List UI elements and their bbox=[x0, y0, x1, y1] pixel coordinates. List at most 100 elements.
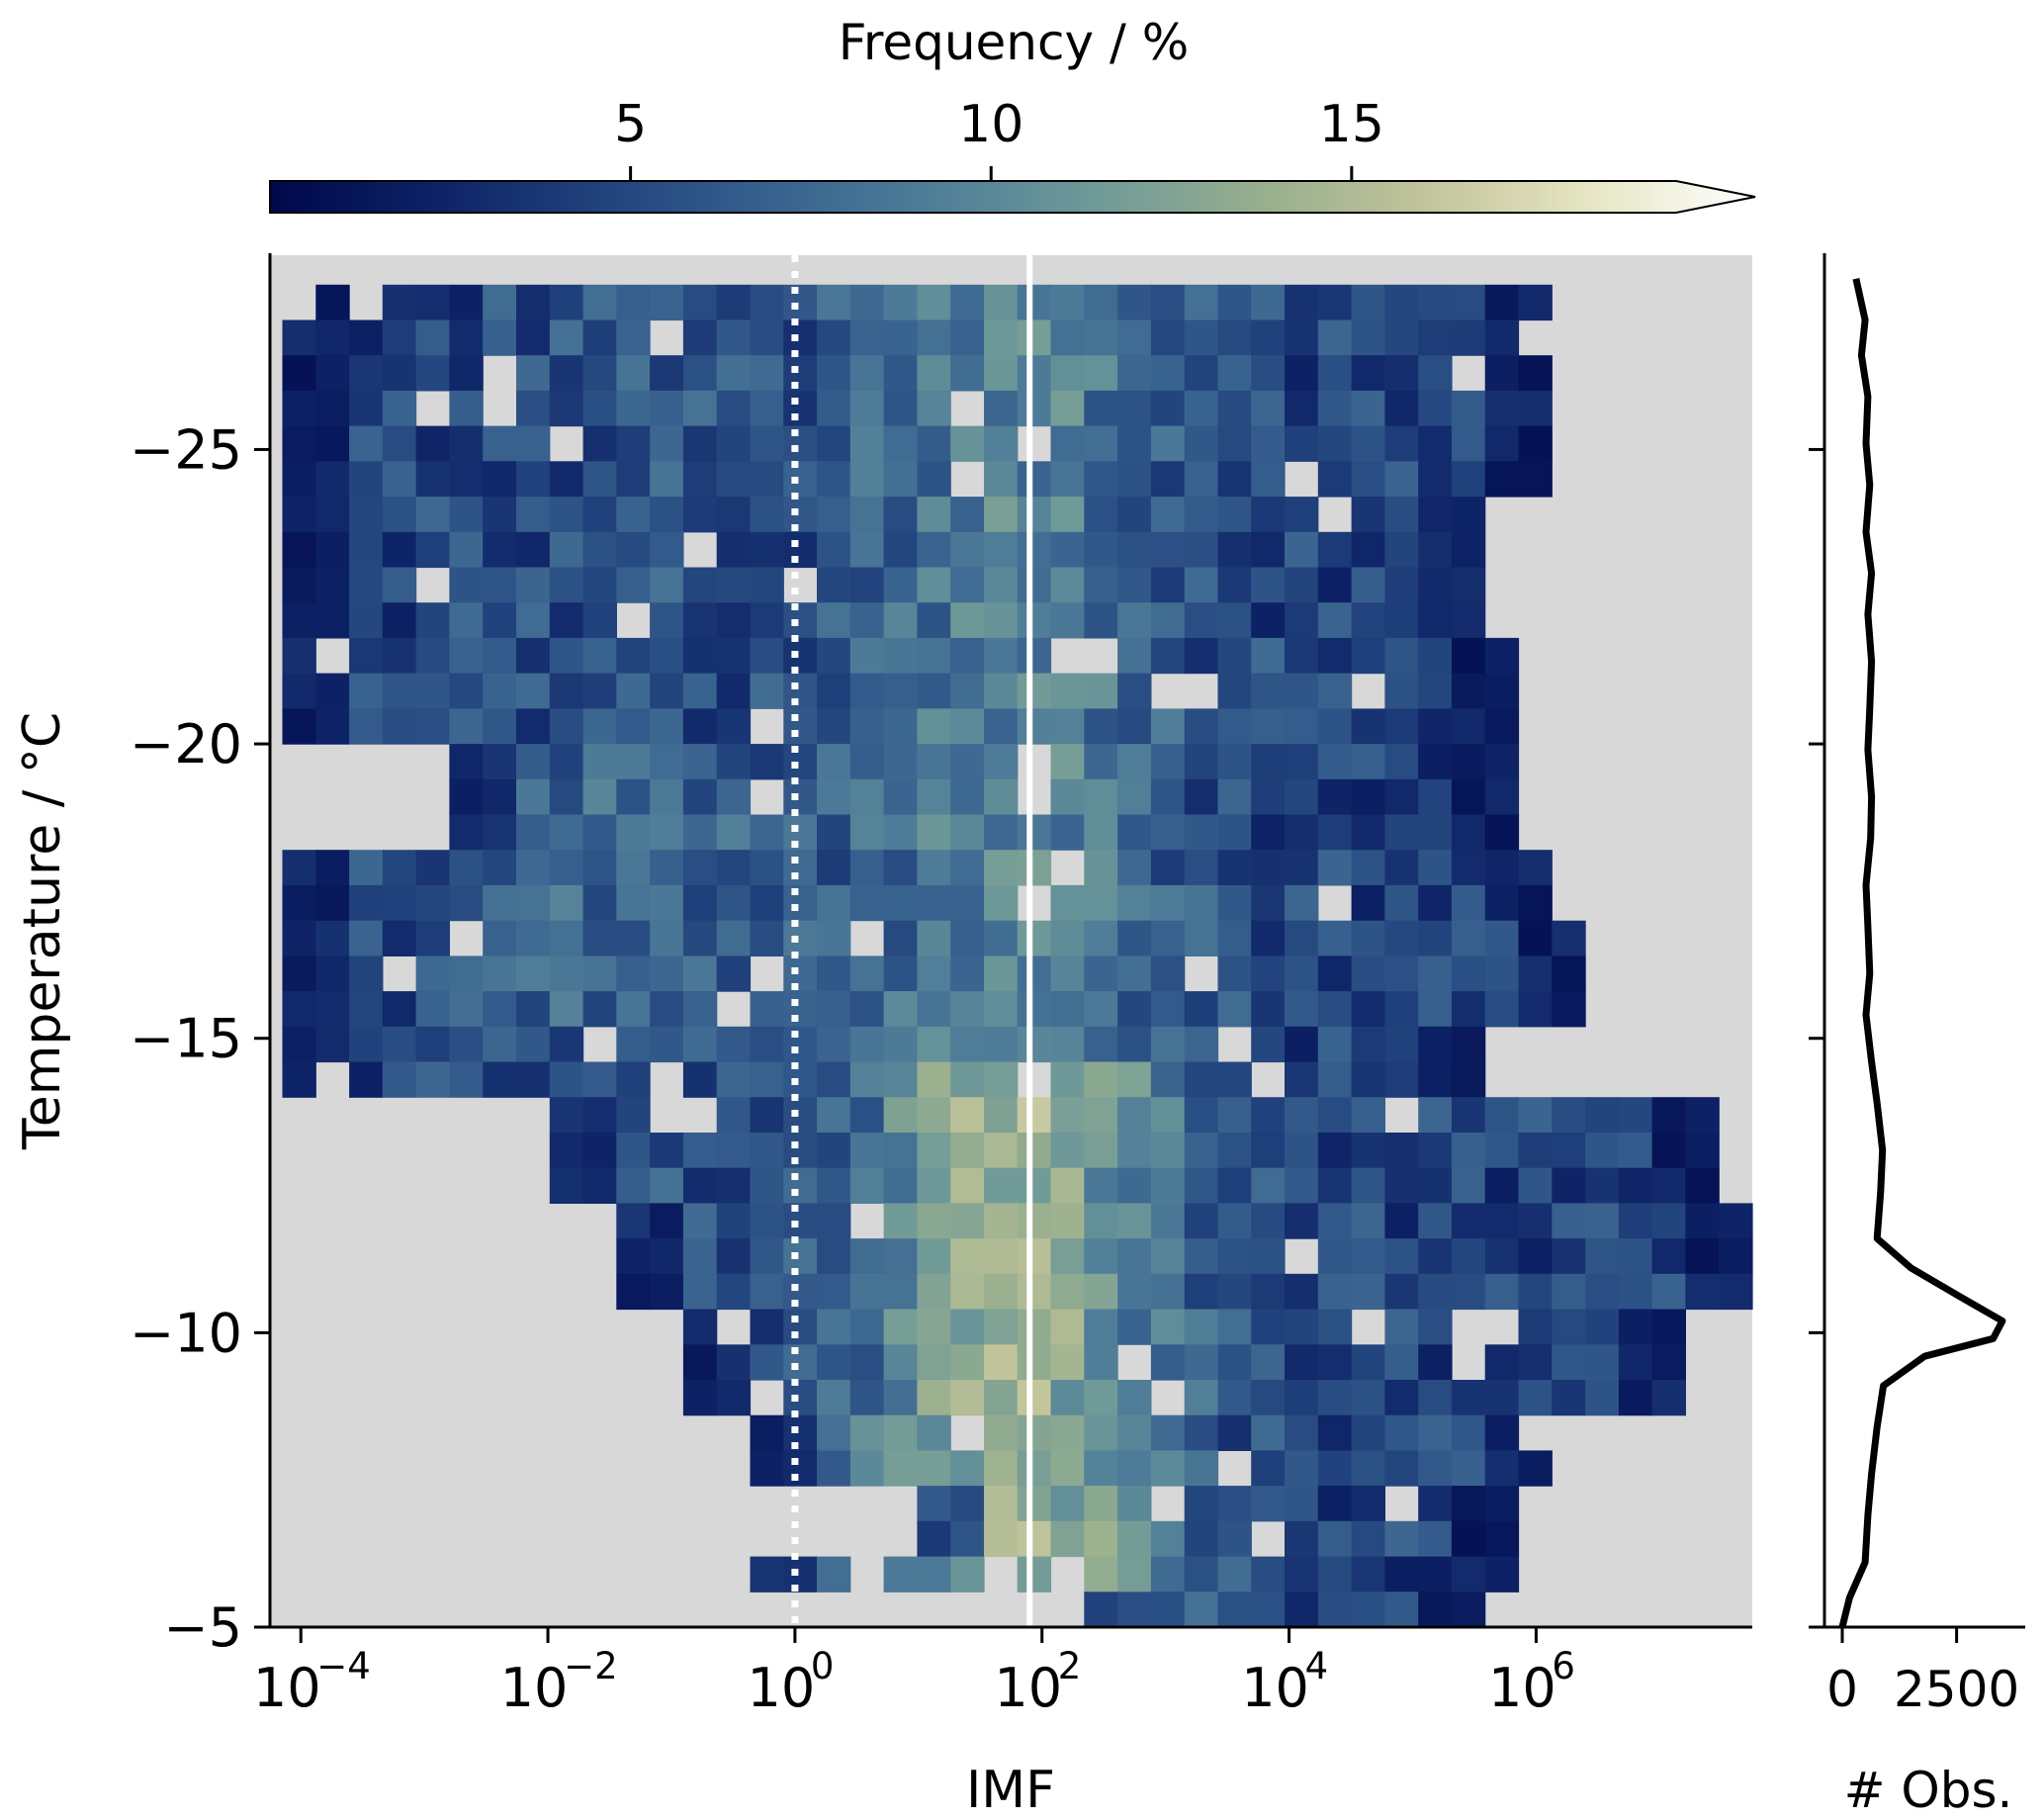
heatmap-cell bbox=[382, 637, 417, 675]
heatmap-cell bbox=[1217, 991, 1252, 1028]
heatmap-cell bbox=[1384, 850, 1419, 886]
heatmap-cell bbox=[1418, 814, 1453, 851]
heatmap-cell bbox=[716, 1380, 752, 1416]
heatmap-cell bbox=[616, 920, 651, 956]
heatmap-cell bbox=[1084, 956, 1118, 992]
heatmap-cell bbox=[1017, 1273, 1052, 1311]
heatmap-cell bbox=[1117, 850, 1152, 886]
heatmap-cell bbox=[1418, 531, 1453, 569]
heatmap-cell bbox=[1317, 602, 1353, 639]
heatmap-cell bbox=[582, 1133, 617, 1169]
heatmap-cell bbox=[1084, 355, 1118, 392]
heatmap-cell bbox=[984, 1380, 1019, 1416]
heatmap-cell bbox=[716, 920, 752, 956]
heatmap-cell bbox=[1351, 1414, 1385, 1451]
heatmap-cell bbox=[682, 1380, 718, 1416]
heatmap-cell bbox=[1184, 1167, 1219, 1204]
heatmap-cell bbox=[349, 567, 384, 603]
heatmap-cell bbox=[315, 531, 350, 569]
heatmap-cell bbox=[1651, 1273, 1686, 1311]
heatmap-cell bbox=[1184, 319, 1219, 356]
heatmap-cell bbox=[415, 497, 450, 533]
heatmap-cell bbox=[1117, 708, 1152, 745]
heatmap-cell bbox=[1084, 1486, 1118, 1522]
heatmap-cell bbox=[1150, 920, 1186, 956]
heatmap-cell bbox=[1384, 814, 1419, 851]
heatmap-cell bbox=[750, 461, 784, 498]
heatmap-cell bbox=[1552, 1238, 1586, 1275]
heatmap-cell bbox=[449, 991, 484, 1028]
heatmap-cell bbox=[950, 673, 985, 709]
heatmap-cell bbox=[549, 355, 584, 392]
heatmap-cell bbox=[783, 1203, 818, 1239]
heatmap-cell bbox=[449, 390, 484, 427]
heatmap-cell bbox=[783, 637, 818, 675]
heatmap-cell bbox=[549, 567, 584, 603]
heatmap-cell bbox=[616, 1097, 651, 1134]
heatmap-cell bbox=[883, 778, 918, 816]
heatmap-cell bbox=[1285, 1520, 1319, 1558]
heatmap-cell bbox=[1050, 920, 1085, 956]
heatmap-cell bbox=[1418, 1450, 1453, 1487]
heatmap-cell bbox=[582, 355, 617, 392]
heatmap-cell bbox=[650, 708, 684, 745]
heatmap-cell bbox=[783, 390, 818, 427]
heatmap-cell bbox=[1484, 1203, 1520, 1239]
heatmap-cell bbox=[950, 1309, 985, 1345]
heatmap-cell bbox=[1451, 744, 1486, 780]
heatmap-cell bbox=[1017, 1309, 1052, 1345]
heatmap-cell bbox=[282, 497, 316, 533]
heatmap-cell bbox=[650, 673, 684, 709]
heatmap-cell bbox=[1117, 1026, 1152, 1063]
heatmap-cell bbox=[616, 850, 651, 886]
heatmap-cell bbox=[616, 1203, 651, 1239]
heatmap-cell bbox=[650, 1133, 684, 1169]
heatmap-cell bbox=[1451, 850, 1486, 886]
heatmap-cell bbox=[817, 355, 851, 392]
heatmap-cell bbox=[582, 425, 617, 462]
heatmap-cell bbox=[1184, 1556, 1219, 1592]
heatmap-cell bbox=[1518, 1133, 1553, 1169]
heatmap-cell bbox=[1418, 497, 1453, 533]
heatmap-cell bbox=[1685, 1133, 1720, 1169]
heatmap-cell bbox=[682, 602, 718, 639]
heatmap-cell bbox=[616, 355, 651, 392]
heatmap-cell bbox=[1084, 708, 1118, 745]
heatmap-cell bbox=[282, 991, 316, 1028]
heatmap-cell bbox=[1184, 991, 1219, 1028]
y-tick-label: −10 bbox=[130, 1302, 242, 1364]
heatmap-cell bbox=[917, 1238, 951, 1275]
heatmap-cell bbox=[1418, 425, 1453, 462]
heatmap-cell bbox=[849, 1026, 885, 1063]
heatmap-cell bbox=[349, 1026, 384, 1063]
heatmap-cell bbox=[1285, 956, 1319, 992]
heatmap-cell bbox=[1017, 1133, 1052, 1169]
heatmap-cell bbox=[415, 884, 450, 922]
heatmap-cell bbox=[817, 850, 851, 886]
heatmap-cell bbox=[1184, 497, 1219, 533]
heatmap-cell bbox=[917, 1486, 951, 1522]
heatmap-cell bbox=[516, 744, 551, 780]
heatmap-cell bbox=[682, 850, 718, 886]
heatmap-cell bbox=[849, 319, 885, 356]
heatmap-cell bbox=[549, 602, 584, 639]
heatmap-cell bbox=[716, 814, 752, 851]
heatmap-cell bbox=[1285, 602, 1319, 639]
heatmap-cell bbox=[849, 531, 885, 569]
heatmap-cell bbox=[1117, 884, 1152, 922]
heatmap-cell bbox=[1251, 1238, 1286, 1275]
heatmap-cell bbox=[1251, 1097, 1286, 1134]
heatmap-cell bbox=[282, 319, 316, 356]
heatmap-cell bbox=[1518, 920, 1553, 956]
heatmap-cell bbox=[1518, 355, 1553, 392]
heatmap-cell bbox=[1719, 1273, 1753, 1311]
heatmap-cell bbox=[849, 850, 885, 886]
heatmap-cell bbox=[1451, 956, 1486, 992]
heatmap-cell bbox=[1084, 1133, 1118, 1169]
heatmap-cell bbox=[1484, 956, 1520, 992]
heatmap-cell bbox=[1351, 1203, 1385, 1239]
heatmap-cell bbox=[817, 1556, 851, 1592]
heatmap-cell bbox=[817, 319, 851, 356]
heatmap-cell bbox=[1451, 1450, 1486, 1487]
heatmap-cell bbox=[1251, 1450, 1286, 1487]
